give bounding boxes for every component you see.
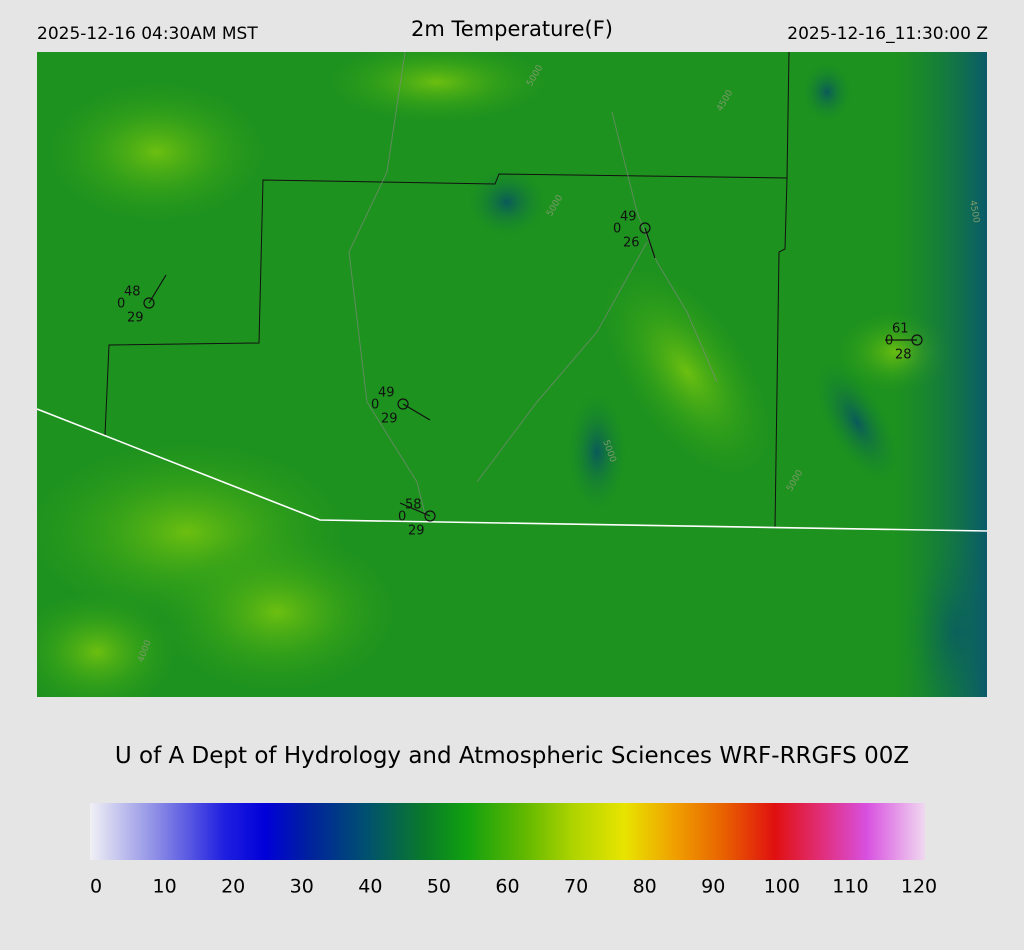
station-code: 0 bbox=[398, 510, 406, 525]
station-temperature: 48 bbox=[124, 285, 141, 300]
colorbar-tick-label: 60 bbox=[495, 876, 519, 898]
local-time: 2025-12-16 04:30AM MST bbox=[37, 24, 258, 44]
colorbar-tick-label: 110 bbox=[832, 876, 868, 898]
station-code: 0 bbox=[117, 297, 125, 312]
station-circle bbox=[639, 222, 651, 234]
station-dewpoint: 29 bbox=[381, 412, 398, 427]
county-boundaries bbox=[104, 52, 790, 529]
valid-time: 2025-12-16_11:30:00 Z bbox=[787, 24, 988, 44]
station-temperature: 49 bbox=[620, 210, 637, 225]
state-border bbox=[37, 408, 987, 532]
map-title: 2m Temperature(F) bbox=[411, 17, 613, 41]
station-code: 0 bbox=[885, 334, 893, 349]
colorbar-tick-label: 20 bbox=[221, 876, 245, 898]
colorbar-tick-label: 80 bbox=[633, 876, 657, 898]
colorbar-ticks: 0 10 20 30 40 50 60 70 80 90 100 110 120 bbox=[90, 876, 937, 898]
station-circle bbox=[424, 510, 436, 522]
contour-label: 4500 bbox=[967, 200, 981, 225]
station-circle bbox=[911, 334, 923, 346]
colorbar-tick-label: 100 bbox=[764, 876, 800, 898]
colorbar-tick-label: 0 bbox=[90, 876, 102, 898]
station-circle bbox=[143, 297, 155, 309]
station-dewpoint: 28 bbox=[895, 348, 912, 363]
station-temperature: 61 bbox=[892, 322, 909, 337]
colorbar-tick-label: 120 bbox=[901, 876, 937, 898]
colorbar-tick-label: 40 bbox=[358, 876, 382, 898]
station-dewpoint: 29 bbox=[408, 524, 425, 539]
colorbar-tick-label: 50 bbox=[427, 876, 451, 898]
colorbar-tick-label: 10 bbox=[152, 876, 176, 898]
station-dewpoint: 26 bbox=[623, 236, 640, 251]
colorbar-tick-label: 90 bbox=[701, 876, 725, 898]
terrain-shading bbox=[37, 52, 987, 697]
station-code: 0 bbox=[371, 398, 379, 413]
station-temperature: 58 bbox=[405, 498, 422, 513]
roads bbox=[348, 52, 718, 523]
colorbar bbox=[90, 803, 925, 860]
colorbar-tick-label: 70 bbox=[564, 876, 588, 898]
credit: U of A Dept of Hydrology and Atmospheric… bbox=[114, 743, 910, 769]
colorbar-tick-label: 30 bbox=[290, 876, 314, 898]
station-temperature: 49 bbox=[378, 386, 395, 401]
station-code: 0 bbox=[613, 222, 621, 237]
station-dewpoint: 29 bbox=[127, 311, 144, 326]
station-circle bbox=[397, 398, 409, 410]
